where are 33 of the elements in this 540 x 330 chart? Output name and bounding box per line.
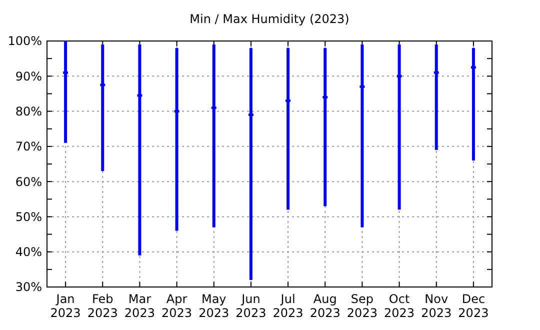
y-tick-label: 60% (15, 174, 42, 189)
x-tick-label: Jan 2023 (50, 292, 81, 320)
bar (101, 44, 104, 172)
y-tick-label: 40% (15, 245, 42, 260)
y-tick-label: 50% (15, 210, 42, 224)
x-tick-label: Dec 2023 (458, 292, 489, 320)
bar (175, 48, 178, 231)
bar (212, 44, 216, 228)
bar (472, 48, 475, 160)
x-tick-label: May 2023 (198, 292, 230, 320)
x-tick-label: Aug 2023 (310, 292, 340, 320)
y-tick-label: 100% (8, 34, 42, 48)
bar (434, 44, 438, 150)
bar (64, 41, 68, 143)
y-tick-label: 80% (15, 104, 42, 118)
bar (360, 44, 364, 228)
bar (249, 48, 252, 280)
chart-title: Min / Max Humidity (2023) (190, 12, 350, 26)
y-tick-label: 90% (15, 69, 42, 84)
bar (398, 44, 401, 210)
bar (138, 44, 142, 256)
x-tick-label: Jun 2023 (236, 292, 266, 320)
x-tick-label: Apr 2023 (162, 292, 192, 320)
y-tick-label: 70% (15, 140, 42, 154)
x-tick-label: Mar 2023 (124, 292, 155, 320)
x-tick-label: Oct 2023 (384, 292, 415, 320)
x-tick-label: Feb 2023 (87, 292, 118, 320)
x-tick-label: Jul 2023 (272, 292, 304, 320)
x-tick-label: Sep 2023 (346, 292, 378, 320)
y-tick-label: 30% (15, 280, 42, 294)
bar (286, 48, 290, 210)
x-tick-label: Nov 2023 (421, 292, 452, 320)
bar (324, 48, 327, 206)
